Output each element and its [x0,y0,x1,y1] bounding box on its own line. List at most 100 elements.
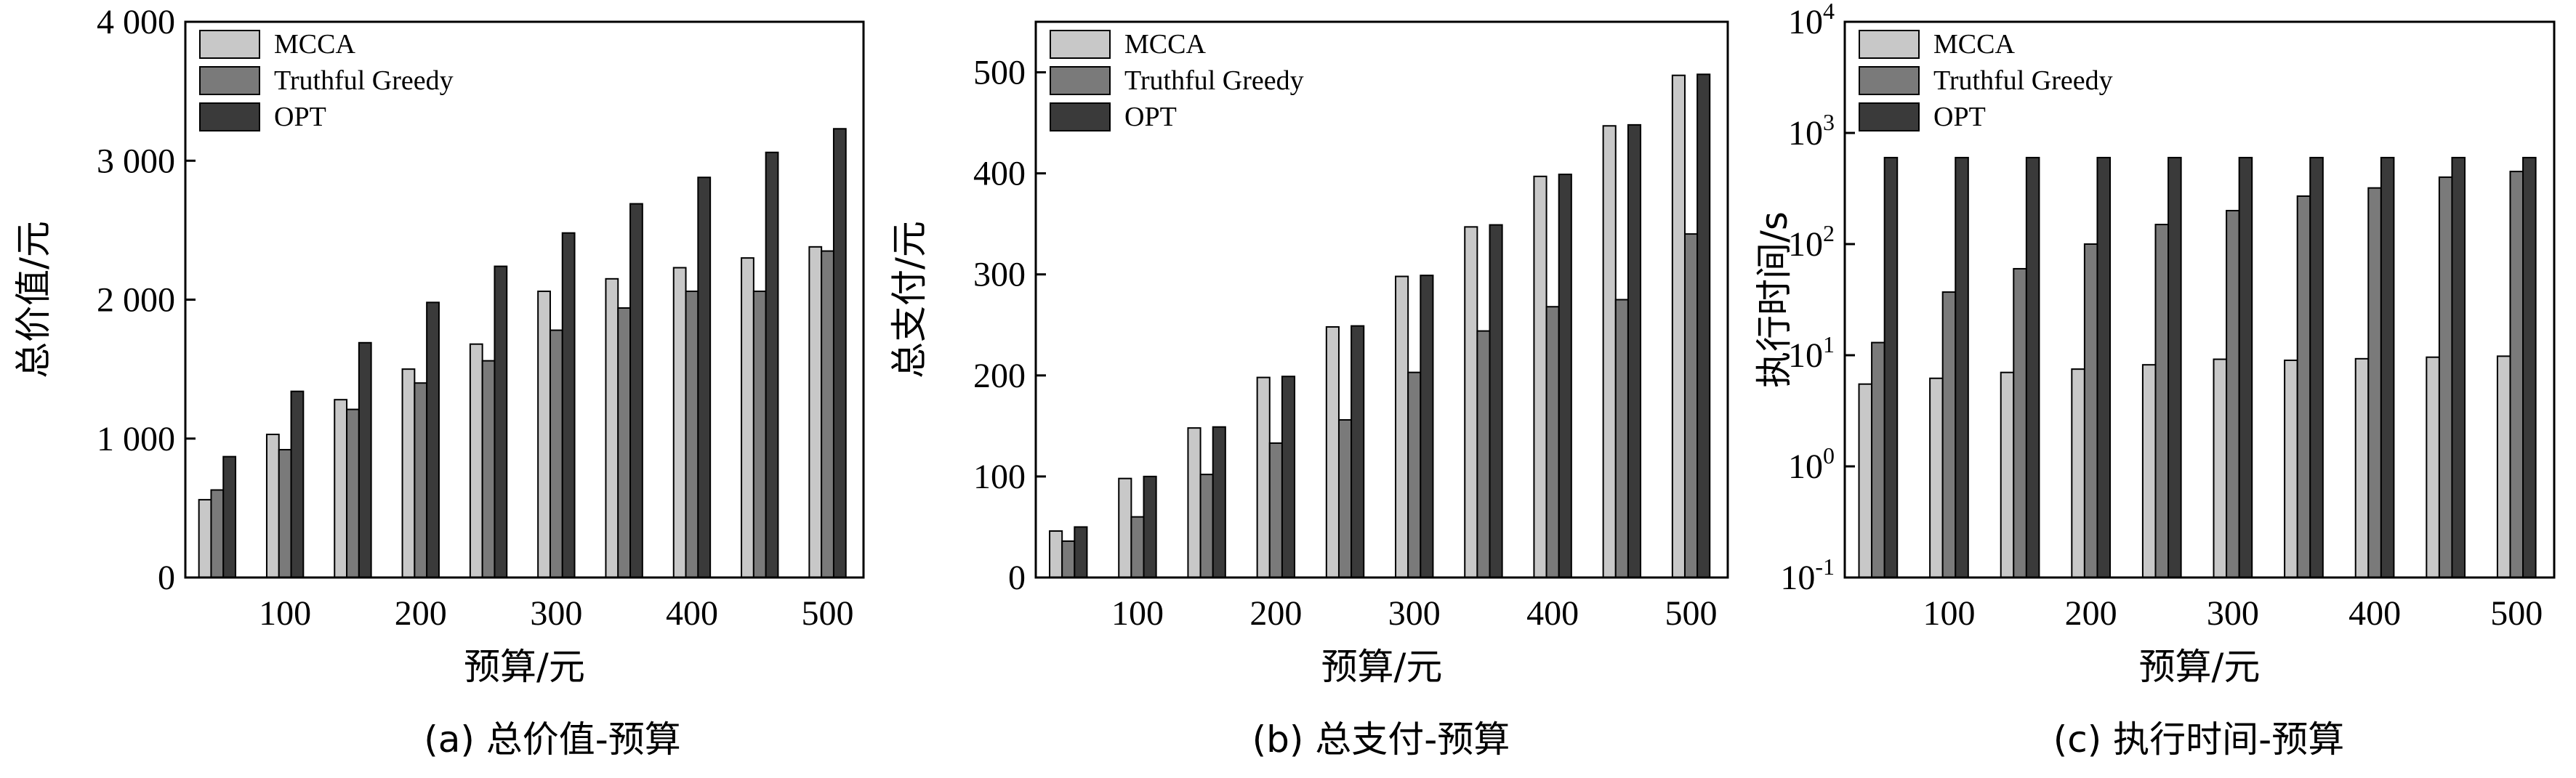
bar-a-mcca-300 [537,291,551,578]
bar-a-mcca-400 [672,267,687,578]
legend-label: OPT [1124,102,1177,132]
bar-c-mcca-200 [2071,368,2085,578]
bar-b-truthful-greedy-450 [1614,299,1629,578]
bar-c-truthful-greedy-100 [1941,291,1957,578]
legend-label: Truthful Greedy [1933,65,2113,96]
bar-c-mcca-150 [2000,371,2015,578]
bar-a-mcca-150 [334,399,348,579]
legend: MCCA Truthful Greedy OPT [199,29,454,132]
legend-swatch-mcca [1050,30,1111,59]
x-tick-label: 300 [1388,594,1441,633]
bar-a-mcca-100 [265,434,280,579]
bar-a-opt-350 [629,203,643,579]
y-tick-label: 300 [973,256,1026,294]
bar-b-opt-350 [1489,224,1503,578]
x-axis-title: 预算/元 [1321,646,1443,688]
x-tick-label: 400 [666,594,718,633]
bar-a-opt-150 [358,341,372,578]
x-tick-label: 200 [395,594,447,633]
bar-b-mcca-500 [1671,74,1686,578]
legend-swatch-opt [1050,102,1111,131]
bar-a-truthful-greedy-50 [210,489,225,579]
bar-a-mcca-450 [741,257,754,578]
bar-a-truthful-greedy-250 [481,360,496,578]
bar-c-opt-150 [2025,156,2040,578]
bar-c-truthful-greedy-250 [2154,224,2170,578]
x-tick-label: 100 [1923,594,1975,633]
panel-c: 10-1 100 101 102 103 104 100 200 300 400 500 预算/元 执行… [1753,0,2556,761]
bar-c-mcca-450 [2426,356,2440,578]
bar-b-mcca-150 [1187,427,1202,578]
x-tick-label: 300 [530,594,582,633]
plot-frame [1034,20,1729,579]
x-tick-label: 500 [1665,594,1718,633]
bar-c-mcca-300 [2213,358,2228,578]
bar-b-truthful-greedy-350 [1476,330,1491,578]
bar-c-opt-100 [1955,156,1969,578]
x-tick-label: 100 [1111,594,1164,633]
bar-b-truthful-greedy-50 [1061,540,1076,578]
x-tick-label: 500 [802,594,854,633]
bar-b-mcca-450 [1602,125,1617,579]
bar-b-opt-500 [1696,73,1711,578]
bar-c-mcca-400 [2354,357,2370,578]
panel-caption: (a) 总价值-预算 [424,718,681,761]
bar-b-opt-250 [1351,325,1365,578]
bar-b-truthful-greedy-100 [1130,516,1145,579]
bar-a-truthful-greedy-100 [278,449,292,578]
bar-b-truthful-greedy-200 [1268,442,1283,578]
bar-b-truthful-greedy-250 [1337,419,1353,578]
legend-label: MCCA [274,29,355,60]
bar-a-mcca-350 [605,277,619,578]
legend: MCCA Truthful Greedy OPT [1050,29,1304,132]
x-axis-title: 预算/元 [2139,646,2261,688]
y-axis-title: 总价值/元 [12,221,55,378]
y-tick-label: 0 [1008,559,1026,597]
bar-b-mcca-400 [1533,175,1547,579]
legend-label: MCCA [1124,29,1206,60]
bar-a-opt-100 [290,390,305,578]
bar-a-mcca-50 [198,498,212,579]
bar-c-truthful-greedy-50 [1871,341,1885,578]
bar-c-truthful-greedy-150 [2013,267,2027,578]
y-tick-label: 100 [1788,442,1835,486]
bar-b-opt-50 [1074,526,1088,578]
bar-c-mcca-250 [2141,364,2157,578]
bar-c-truthful-greedy-350 [2296,195,2311,578]
bar-c-mcca-500 [2496,355,2511,578]
bar-b-truthful-greedy-300 [1407,371,1422,578]
bar-a-truthful-greedy-400 [685,291,699,578]
bar-c-mcca-100 [1929,377,1944,579]
bar-a-opt-500 [832,128,847,578]
bar-c-mcca-50 [1858,383,1873,578]
bar-b-opt-150 [1212,426,1226,578]
x-tick-label: 400 [2348,594,2401,633]
bar-a-truthful-greedy-450 [752,291,767,578]
bar-c-opt-50 [1883,156,1899,578]
x-tick-label: 500 [2490,594,2543,633]
bar-c-opt-350 [2309,156,2324,578]
panel-a: 0 1 000 2 000 3 000 4 000 100 200 300 400 500 预算/元… [12,3,865,761]
y-tick-label: 103 [1788,109,1835,153]
legend-label: OPT [274,102,326,132]
legend-label: Truthful Greedy [1124,65,1304,96]
x-axis-title: 预算/元 [464,646,585,688]
bar-c-truthful-greedy-500 [2509,171,2524,579]
y-tick-label: 10-1 [1780,554,1835,597]
bar-b-mcca-250 [1325,326,1340,578]
bar-a-opt-50 [222,455,237,578]
x-tick-label: 400 [1526,594,1579,633]
y-tick-label: 0 [158,559,175,597]
bar-a-opt-300 [561,232,576,578]
x-tick-label: 200 [1249,594,1302,633]
bar-a-opt-400 [697,177,712,578]
y-tick-label: 500 [973,54,1026,92]
legend-swatch-truthful-greedy [1859,66,1920,95]
bar-a-opt-200 [426,301,440,578]
panel-caption: (b) 总支付-预算 [1252,718,1510,761]
legend-swatch-mcca [199,30,260,59]
legend-swatch-opt [199,102,260,131]
bar-c-opt-500 [2522,156,2537,578]
bar-c-opt-300 [2238,156,2253,578]
bar-a-mcca-250 [469,343,483,578]
